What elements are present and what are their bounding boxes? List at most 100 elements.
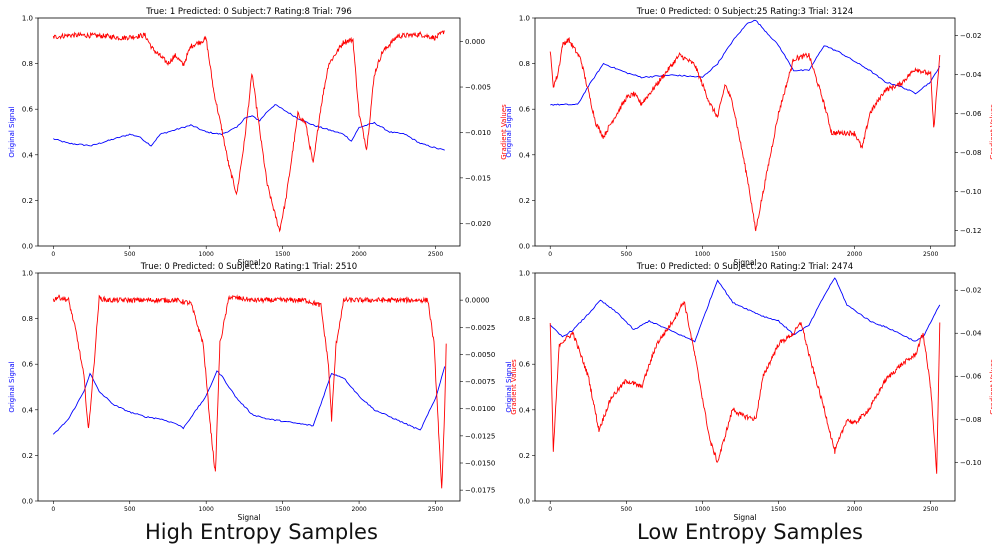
gradient-values-line	[52, 294, 447, 489]
y-left-tick-label: 1.0	[22, 270, 33, 278]
y-left-tick-label: 1.0	[519, 15, 530, 23]
gradient-values-line	[52, 29, 445, 233]
y-left-tick-label: 0.0	[519, 243, 530, 251]
y-left-tick-label: 0.6	[519, 361, 531, 369]
original-signal-line	[53, 104, 445, 151]
y-right-tick-label: −0.0025	[465, 324, 495, 332]
x-tick-label: 1000	[199, 506, 214, 513]
y-right-tick-label: −0.0175	[465, 487, 495, 495]
y-left-tick-label: 1.0	[22, 15, 33, 23]
x-tick-label: 2000	[847, 506, 862, 513]
y-right-axis-label: Gradient Values	[500, 104, 508, 160]
x-tick-label: 0	[51, 251, 55, 258]
caption-high-entropy: High Entropy Samples	[145, 520, 378, 544]
chart-panel-3: True: 0 Predicted: 0 Subject:20 Rating:1…	[8, 262, 518, 522]
y-left-tick-label: 0.0	[519, 498, 530, 506]
y-left-axis-label: Original Signal	[505, 361, 513, 412]
x-tick-label: 1500	[275, 506, 290, 513]
y-left-tick-label: 0.8	[22, 315, 33, 323]
y-left-tick-label: 0.0	[22, 498, 33, 506]
y-right-tick-label: 0.0000	[465, 297, 490, 305]
y-right-tick-label: −0.010	[465, 129, 491, 137]
x-tick-label: 2000	[847, 251, 862, 258]
y-right-tick-label: −0.0075	[465, 378, 495, 386]
y-right-tick-label: −0.015	[465, 174, 491, 182]
x-tick-label: 500	[124, 251, 136, 258]
y-right-tick-label: −0.02	[960, 32, 981, 40]
y-left-tick-label: 0.8	[519, 315, 530, 323]
y-left-tick-label: 0.4	[22, 406, 34, 414]
y-right-tick-label: −0.08	[960, 149, 981, 157]
y-right-tick-label: −0.04	[960, 71, 982, 79]
y-left-tick-label: 0.2	[22, 452, 33, 460]
y-left-axis-label: Original Signal	[8, 106, 16, 157]
x-tick-label: 2500	[428, 251, 443, 258]
x-tick-label: 2500	[428, 506, 443, 513]
y-right-tick-label: −0.12	[960, 227, 981, 235]
x-tick-label: 2500	[923, 251, 938, 258]
original-signal-line	[549, 277, 941, 343]
x-axis-label: Signal	[237, 513, 260, 522]
y-right-tick-label: 0.000	[465, 38, 485, 46]
y-right-tick-label: −0.0125	[465, 432, 495, 440]
x-tick-label: 0	[51, 506, 55, 513]
x-tick-label: 500	[621, 251, 633, 258]
y-right-tick-label: −0.04	[960, 330, 982, 338]
y-left-tick-label: 0.8	[22, 60, 33, 68]
y-right-axis-label: Gradient Values	[989, 359, 992, 415]
y-left-tick-label: 0.6	[22, 361, 34, 369]
x-tick-label: 0	[548, 506, 552, 513]
y-right-tick-label: −0.005	[465, 84, 491, 92]
x-tick-label: 0	[548, 251, 552, 258]
x-tick-label: 1500	[275, 251, 290, 258]
x-tick-label: 1500	[771, 251, 786, 258]
y-left-tick-label: 0.2	[519, 452, 530, 460]
x-tick-label: 1500	[771, 506, 786, 513]
x-tick-label: 1000	[199, 251, 214, 258]
y-left-tick-label: 0.0	[22, 243, 33, 251]
chart-title: True: 0 Predicted: 0 Subject:20 Rating:2…	[636, 262, 853, 272]
y-right-axis-label: Gradient Values	[989, 104, 992, 160]
gradient-values-line	[549, 300, 941, 474]
y-right-tick-label: −0.020	[465, 220, 491, 228]
y-left-tick-label: 0.2	[519, 197, 530, 205]
x-tick-label: 500	[124, 506, 136, 513]
x-tick-label: 2000	[351, 251, 366, 258]
chart-panel-2: True: 0 Predicted: 0 Subject:25 Rating:3…	[505, 7, 992, 267]
y-right-axis-label: Gradient Values	[510, 359, 518, 415]
y-left-axis-label: Original Signal	[505, 106, 513, 157]
chart-title: True: 0 Predicted: 0 Subject:25 Rating:3…	[636, 7, 853, 17]
y-right-tick-label: −0.08	[960, 416, 981, 424]
gradient-values-line	[549, 37, 941, 232]
y-left-tick-label: 0.6	[519, 106, 531, 114]
y-left-tick-label: 0.4	[519, 406, 531, 414]
y-right-tick-label: −0.10	[960, 188, 981, 196]
y-left-tick-label: 0.4	[22, 151, 34, 159]
y-right-tick-label: −0.06	[960, 373, 982, 381]
x-axis-label: Signal	[237, 258, 260, 267]
y-right-tick-label: −0.0050	[465, 351, 495, 359]
plot-frame	[37, 272, 461, 502]
y-right-tick-label: −0.10	[960, 459, 981, 467]
chart-panel-1: True: 1 Predicted: 0 Subject:7 Rating:8 …	[8, 7, 508, 267]
x-axis-label: Signal	[733, 513, 756, 522]
plot-frame	[37, 17, 461, 247]
y-left-axis-label: Original Signal	[8, 361, 16, 412]
chart-panel-4: True: 0 Predicted: 0 Subject:20 Rating:2…	[505, 262, 992, 522]
y-left-tick-label: 1.0	[519, 270, 530, 278]
plot-frame	[534, 17, 956, 247]
y-left-tick-label: 0.2	[22, 197, 33, 205]
caption-low-entropy: Low Entropy Samples	[637, 520, 863, 544]
y-right-tick-label: −0.0100	[465, 405, 495, 413]
x-tick-label: 500	[621, 506, 633, 513]
x-tick-label: 1000	[695, 506, 710, 513]
y-left-tick-label: 0.6	[22, 106, 34, 114]
original-signal-line	[52, 366, 446, 435]
y-left-tick-label: 0.4	[519, 151, 531, 159]
plot-frame	[534, 272, 956, 502]
x-axis-label: Signal	[733, 258, 756, 267]
y-right-tick-label: −0.0150	[465, 460, 495, 468]
original-signal-line	[550, 19, 941, 106]
chart-title: True: 1 Predicted: 0 Subject:7 Rating:8 …	[145, 7, 352, 17]
